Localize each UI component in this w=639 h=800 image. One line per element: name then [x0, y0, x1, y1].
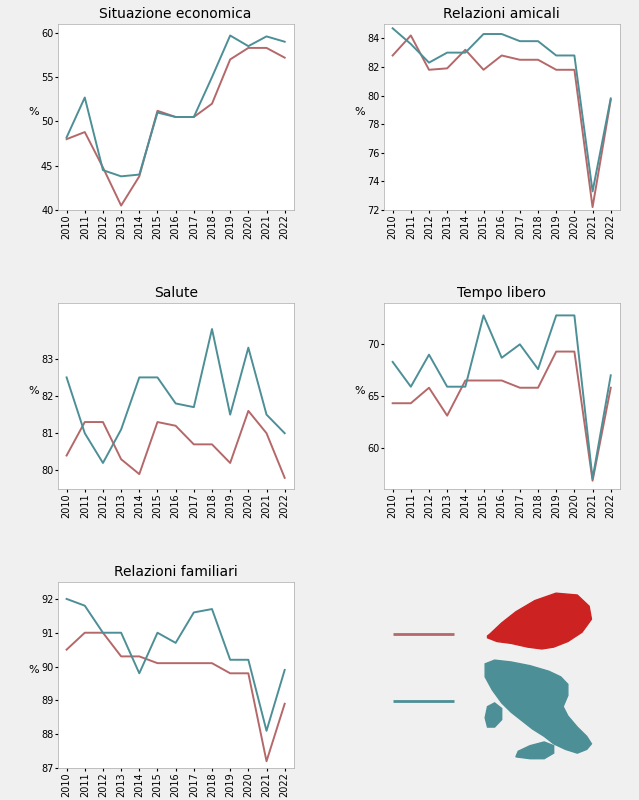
- Polygon shape: [485, 660, 592, 753]
- Polygon shape: [516, 742, 553, 758]
- Y-axis label: %: %: [355, 107, 366, 117]
- Y-axis label: %: %: [29, 386, 40, 396]
- Title: Relazioni familiari: Relazioni familiari: [114, 566, 238, 579]
- Title: Tempo libero: Tempo libero: [457, 286, 546, 301]
- Polygon shape: [488, 593, 592, 649]
- Title: Situazione economica: Situazione economica: [100, 7, 252, 22]
- Title: Relazioni amicali: Relazioni amicali: [443, 7, 560, 22]
- Y-axis label: %: %: [29, 107, 39, 117]
- Title: Salute: Salute: [153, 286, 197, 301]
- Y-axis label: %: %: [355, 386, 366, 396]
- Polygon shape: [485, 703, 502, 727]
- Y-axis label: %: %: [29, 665, 40, 675]
